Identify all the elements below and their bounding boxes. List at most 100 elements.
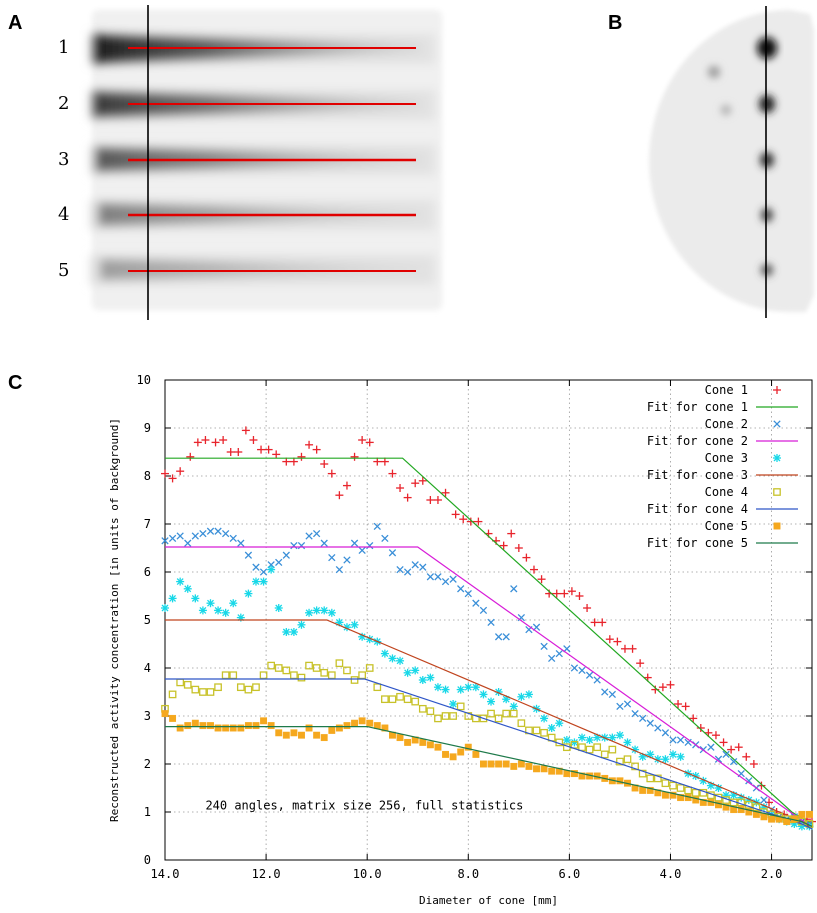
marker-stroke [274, 664, 283, 672]
data-point [214, 724, 222, 732]
marker-stroke [320, 734, 328, 742]
panel-a-phantom-image [90, 5, 442, 320]
data-point [365, 438, 374, 447]
data-point [335, 565, 344, 574]
data-point [184, 539, 192, 547]
marker-stroke [510, 702, 518, 710]
data-point [328, 726, 336, 734]
data-point [327, 469, 336, 478]
data-point [593, 743, 602, 752]
data-point [257, 445, 266, 454]
marker-stroke [540, 728, 548, 737]
data-point [472, 750, 480, 758]
marker-stroke [426, 707, 435, 716]
data-point [259, 568, 268, 576]
data-point [237, 539, 245, 547]
marker-stroke [495, 688, 503, 696]
marker-stroke [676, 736, 685, 744]
data-point [221, 529, 230, 538]
series-fit-for-cone-3 [165, 619, 813, 830]
data-point [290, 541, 298, 550]
data-point [472, 599, 480, 607]
data-point [267, 661, 275, 670]
marker-stroke [570, 770, 578, 778]
data-point [658, 683, 667, 692]
data-point [451, 510, 460, 519]
marker-stroke [282, 551, 290, 559]
data-point [350, 539, 359, 547]
marker-stroke [229, 724, 237, 732]
data-point [616, 757, 624, 766]
panel-c-chart: 14.0 12.0 10.0 8.0 6.0 4.0 2.0 0 1 2 3 4 5 6 7 8 9 10 Con… [108, 373, 816, 907]
marker-stroke [184, 585, 192, 593]
marker-stroke [381, 650, 389, 658]
marker-stroke [411, 561, 419, 569]
marker-stroke [161, 537, 169, 545]
data-point [290, 729, 298, 737]
data-point [466, 517, 475, 526]
data-point [426, 741, 434, 749]
x-tick-label: 12.0 [252, 867, 281, 881]
data-point [342, 481, 351, 490]
data-point [365, 664, 374, 672]
legend-label: Fit for cone 2 [647, 434, 748, 448]
cone-number-2: 2 [58, 93, 70, 114]
y-axis-label: Reconstructed activity concentration [in… [108, 418, 121, 822]
data-point [433, 496, 442, 504]
marker-stroke [692, 796, 700, 804]
data-point [305, 608, 314, 617]
marker-stroke [669, 736, 677, 744]
marker-stroke [396, 657, 404, 665]
data-point [343, 722, 351, 730]
data-point [335, 659, 344, 668]
marker-stroke [699, 798, 707, 806]
marker-stroke [434, 683, 442, 691]
data-point [639, 714, 647, 723]
data-point [275, 729, 283, 737]
data-point [734, 743, 743, 752]
marker-stroke [442, 750, 449, 758]
marker-stroke [798, 810, 806, 818]
data-point [742, 752, 751, 761]
marker-stroke [358, 717, 366, 725]
data-point [464, 743, 472, 751]
marker-stroke [464, 743, 472, 751]
data-point [297, 541, 306, 550]
marker-stroke [798, 817, 806, 826]
data-point [631, 709, 639, 718]
marker-stroke [168, 690, 177, 699]
marker-stroke [335, 565, 344, 574]
data-point [510, 762, 518, 770]
data-point [244, 589, 253, 598]
data-point [351, 719, 359, 727]
data-point [578, 666, 586, 675]
data-point [578, 772, 586, 780]
marker-stroke [608, 745, 617, 754]
data-point [570, 770, 578, 778]
x-tick-label: 2.0 [761, 867, 783, 881]
data-point [540, 714, 549, 723]
x-tick-label: 10.0 [353, 867, 382, 881]
marker-stroke [237, 539, 245, 547]
data-point [229, 599, 238, 608]
data-point [388, 549, 397, 557]
data-point [161, 469, 169, 478]
marker-stroke [646, 786, 654, 794]
data-point [562, 736, 571, 744]
data-point [249, 436, 258, 444]
data-point [199, 529, 207, 538]
data-point [403, 568, 412, 576]
data-point [578, 733, 587, 742]
marker-stroke [381, 695, 389, 704]
marker-stroke [434, 743, 442, 751]
data-point [305, 661, 313, 670]
data-point [509, 702, 518, 711]
data-point [373, 683, 382, 692]
data-point [289, 457, 298, 466]
marker-stroke [540, 765, 548, 773]
data-point [214, 527, 222, 535]
marker-stroke [183, 680, 192, 689]
chart-annotation: 240 angles, matrix size 256, full statis… [205, 799, 523, 813]
marker-stroke [495, 760, 503, 768]
marker-stroke [267, 722, 275, 730]
